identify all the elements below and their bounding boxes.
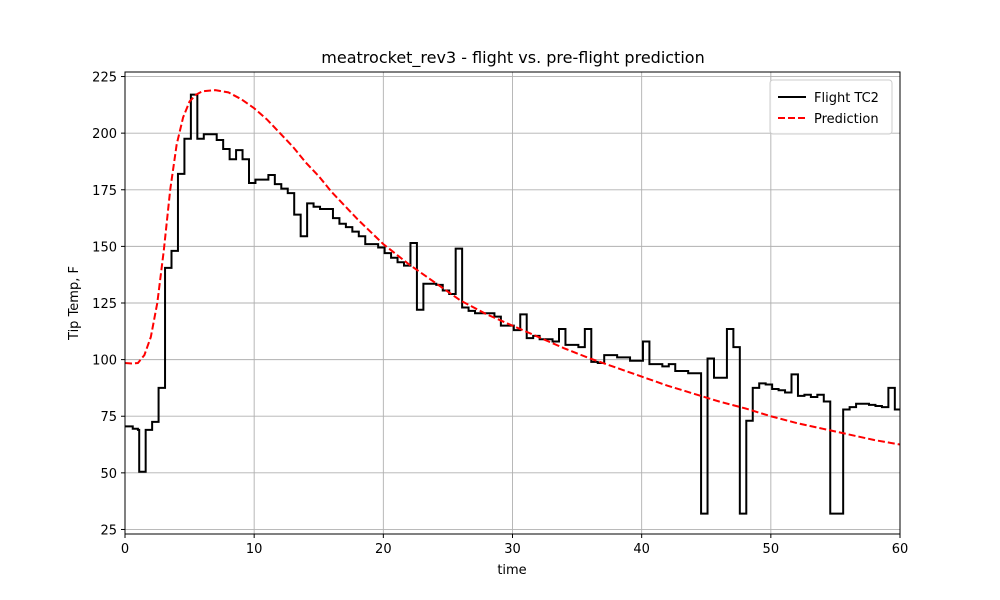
y-tick-label: 225	[92, 71, 117, 86]
x-tick-label: 10	[246, 542, 263, 557]
legend-box	[769, 79, 893, 135]
x-tick-label: 20	[375, 542, 392, 557]
x-tick-label: 0	[121, 542, 129, 557]
y-tick-label: 175	[92, 184, 117, 199]
series-line-flight-tc2	[125, 93, 900, 515]
series-lines	[125, 89, 900, 515]
x-tick-label: 50	[763, 542, 780, 557]
y-tick-label: 150	[92, 240, 117, 255]
legend-label: Prediction	[814, 112, 879, 127]
x-tick-label: 30	[504, 542, 521, 557]
chart-title: meatrocket_rev3 - flight vs. pre-flight …	[321, 48, 704, 68]
x-tick-label: 40	[633, 542, 650, 557]
x-tick-label: 60	[892, 542, 909, 557]
series-line-prediction	[125, 89, 900, 446]
axis-ticks: 0 10 20 30 40 50 60 25 50 75 100 125 150 175 200 225	[92, 71, 908, 557]
y-tick-label: 75	[100, 410, 117, 425]
y-tick-label: 100	[92, 354, 117, 369]
y-axis-label: Tip Temp, F	[67, 266, 82, 341]
y-tick-label: 25	[100, 523, 117, 538]
y-tick-label: 50	[100, 467, 117, 482]
x-axis-label: time	[497, 563, 526, 578]
legend-label: Flight TC2	[814, 91, 879, 106]
y-tick-label: 200	[92, 127, 117, 142]
y-tick-label: 125	[92, 297, 117, 312]
legend: Flight TC2 Prediction	[769, 79, 893, 135]
